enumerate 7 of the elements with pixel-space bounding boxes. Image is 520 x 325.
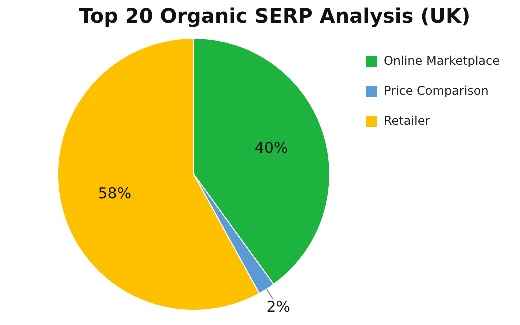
chart-title: Top 20 Organic SERP Analysis (UK)	[79, 4, 471, 28]
legend-label: Online Marketplace	[384, 54, 500, 68]
data-label: 40%	[254, 139, 288, 158]
data-label: 58%	[98, 184, 132, 203]
data-label: 2%	[266, 298, 291, 316]
legend-label: Retailer	[384, 114, 430, 128]
legend-label: Price Comparison	[384, 84, 489, 98]
